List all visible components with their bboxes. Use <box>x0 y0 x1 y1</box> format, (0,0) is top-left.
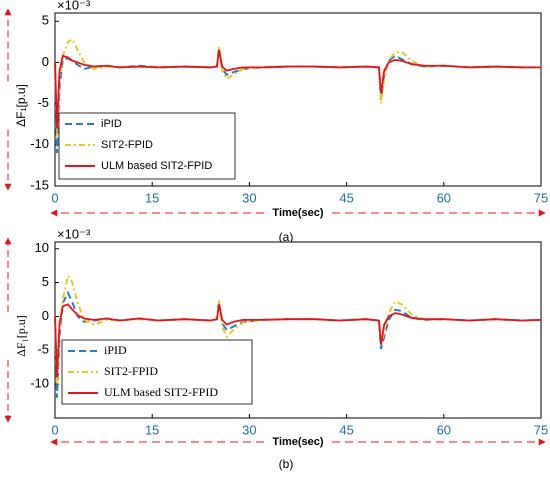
y-tick-label: -10 <box>30 136 49 151</box>
series-line <box>54 37 541 137</box>
y-axis-label: ΔF₁[p.u] <box>14 315 28 357</box>
y-tick-label: 5 <box>42 274 49 289</box>
x-tick-label: 60 <box>437 190 451 205</box>
series-line <box>54 49 541 129</box>
caption: (b) <box>279 457 294 471</box>
x-tick-label: 45 <box>339 190 353 205</box>
y-tick-label: 0 <box>42 54 49 69</box>
x-tick-label: 0 <box>51 422 58 437</box>
x-axis-label: Time(sec) <box>272 207 323 219</box>
legend-label: ULM based SIT2-FPID <box>101 160 212 172</box>
y-tick-label: 0 <box>42 308 49 323</box>
x-tick-label: 30 <box>242 190 256 205</box>
x-tick-label: 30 <box>242 422 256 437</box>
y-tick-label: -5 <box>37 342 49 357</box>
y-tick-label: -5 <box>37 95 49 110</box>
multiplier: ×10⁻³ <box>57 226 91 241</box>
legend-label: iPID <box>104 343 127 357</box>
legend-label: iPID <box>101 118 122 130</box>
multiplier: ×10⁻³ <box>57 0 91 12</box>
x-tick-label: 60 <box>437 422 451 437</box>
x-tick-label: 45 <box>339 422 353 437</box>
y-tick-label: 10 <box>35 240 49 255</box>
legend-label: ULM based SIT2-FPID <box>104 385 218 399</box>
x-tick-label: 75 <box>534 190 548 205</box>
x-axis-label: Time(sec) <box>272 436 323 448</box>
y-tick-label: -10 <box>30 376 49 391</box>
caption: (a) <box>279 230 294 244</box>
x-tick-label: 0 <box>51 190 58 205</box>
series-line <box>54 273 542 385</box>
y-tick-label: 5 <box>42 13 49 28</box>
series-line <box>54 303 542 378</box>
x-tick-label: 75 <box>534 422 548 437</box>
legend-label: SIT2-FPID <box>101 139 153 151</box>
x-tick-label: 15 <box>145 190 159 205</box>
series-line <box>54 290 542 398</box>
x-tick-label: 15 <box>145 422 159 437</box>
legend-label: SIT2-FPID <box>104 364 158 378</box>
y-tick-label: -15 <box>30 177 49 192</box>
y-axis-label: ΔF₁[p.u] <box>14 84 28 127</box>
